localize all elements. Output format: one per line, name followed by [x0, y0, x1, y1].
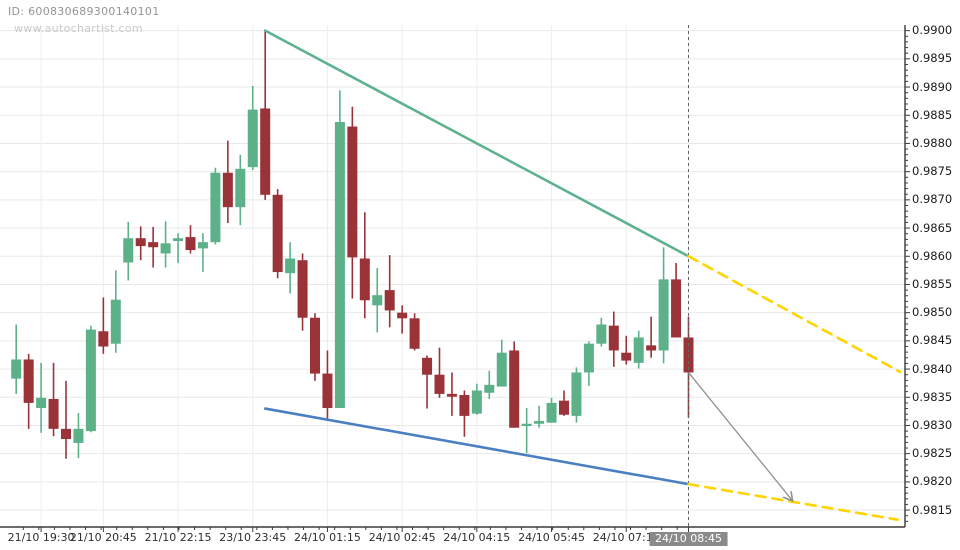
forecast-arrow [687, 372, 792, 499]
y-axis-label: 0.9830 [912, 417, 953, 432]
resistance-forecast-dashed [687, 254, 902, 374]
candle-body-up [546, 402, 557, 423]
y-axis-label: 0.9850 [912, 305, 953, 320]
candle-body-up [372, 295, 383, 306]
candle-body-up [534, 420, 545, 424]
candle-body-up [210, 172, 221, 243]
candle-body-up [633, 337, 644, 363]
y-axis-label: 0.9820 [912, 474, 953, 489]
candle-body-down [347, 126, 358, 258]
candle-body-down [61, 428, 71, 440]
x-axis-label: 21/10 22:15 [144, 531, 212, 544]
candle-body-up [496, 352, 507, 387]
x-axis-label: 24/10 04:15 [443, 531, 511, 544]
candle-body-down [434, 374, 445, 394]
support-trendline [263, 407, 690, 486]
y-axis-label: 0.9815 [912, 502, 953, 517]
candle-body-down [409, 318, 420, 349]
candle-body-up [160, 243, 171, 254]
pattern-id-label: ID: 600830689300140101 [8, 5, 160, 18]
y-axis-label: 0.9900 [912, 23, 953, 38]
candle-body-down [98, 331, 109, 347]
candle-body-up [571, 372, 582, 416]
candle-body-down [621, 352, 632, 361]
y-axis-label: 0.9885 [912, 107, 953, 122]
candle-body-down [384, 290, 395, 311]
y-axis-label: 0.9855 [912, 276, 953, 291]
y-axis-label: 0.9845 [912, 333, 953, 348]
y-axis-label: 0.9895 [912, 51, 953, 66]
y-axis-label: 0.9880 [912, 135, 953, 150]
resistance-trendline [263, 29, 690, 258]
candle-body-down [310, 317, 320, 374]
autochartist-watermark: www.autochartist.com [14, 22, 143, 35]
candle-body-down [322, 373, 333, 408]
candle-body-down [559, 400, 569, 415]
candle-body-down [671, 279, 682, 338]
candle-body-down [185, 237, 196, 251]
x-axis-label: 21/10 20:45 [69, 531, 137, 544]
y-axis-label: 0.9840 [912, 361, 953, 376]
candle-body-up [36, 397, 47, 408]
candle-body-down [397, 312, 408, 319]
candle-body-down [509, 350, 520, 428]
x-axis-label: 24/10 07:15 [592, 531, 660, 544]
candle-body-up [484, 384, 495, 393]
candle-body-up [85, 329, 96, 432]
candle-body-down [683, 337, 694, 373]
y-axis-label: 0.9875 [912, 164, 953, 179]
x-axis-label-current: 24/10 08:45 [649, 532, 728, 546]
candle-body-down [135, 238, 146, 247]
candle-body-up [334, 122, 345, 408]
candle-body-down [359, 258, 370, 301]
candle-body-up [235, 168, 246, 208]
candle-body-down [459, 395, 470, 416]
candle-body-down [23, 359, 34, 403]
candle-body-up [596, 324, 607, 344]
candle-body-up [583, 343, 594, 373]
candle-body-up [285, 258, 296, 274]
y-axis-label: 0.9870 [912, 192, 953, 207]
candle-body-down [646, 345, 657, 351]
candle-body-up [471, 390, 482, 414]
x-axis-label: 21/10 19:30 [7, 531, 75, 544]
candle-body-up [73, 428, 84, 443]
candle-body-down [446, 393, 457, 397]
x-axis-label: 23/10 23:45 [219, 531, 287, 544]
y-axis-label: 0.9860 [912, 248, 953, 263]
x-axis-label: 24/10 05:45 [518, 531, 585, 544]
candle-body-up [247, 109, 258, 168]
y-axis-label: 0.9890 [912, 79, 953, 94]
candle-body-up [110, 299, 121, 344]
y-axis-label: 0.9865 [912, 220, 953, 235]
candle-body-up [197, 242, 208, 249]
candle-body-up [173, 238, 184, 242]
candle-body-up [123, 238, 134, 263]
candle-body-down [608, 325, 619, 351]
support-forecast-dashed [687, 482, 899, 521]
candle-body-down [222, 172, 233, 208]
x-axis-label: 24/10 01:15 [293, 531, 361, 544]
candle-body-up [658, 279, 669, 351]
candle-body-down [272, 194, 283, 273]
y-axis-label: 0.9825 [912, 446, 953, 461]
candle-body-down [422, 357, 433, 375]
candle-body-down [260, 108, 271, 195]
candle-body-down [48, 398, 59, 429]
candle-body-down [297, 260, 308, 318]
y-axis-label: 0.9835 [912, 389, 953, 404]
candle-body-up [11, 359, 22, 379]
x-axis-label: 24/10 02:45 [368, 531, 436, 544]
candle-body-down [148, 242, 159, 248]
candle-body-up [521, 423, 532, 427]
